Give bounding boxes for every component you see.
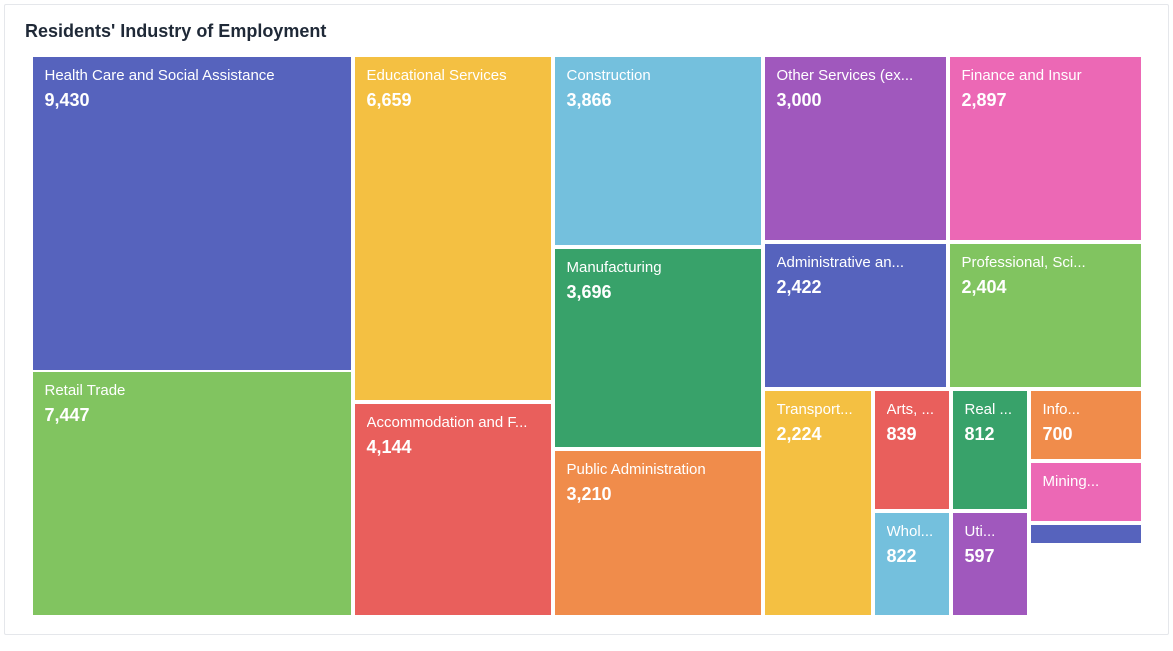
- tile-value: 597: [965, 547, 1015, 567]
- tile-value: 7,447: [45, 406, 339, 426]
- tile-label: Transport...: [777, 401, 859, 419]
- tile-value: 812: [965, 425, 1015, 445]
- tile-value: 3,866: [567, 91, 749, 111]
- tile-label: Educational Services: [367, 67, 539, 85]
- treemap-tile[interactable]: Transport... 2,224: [764, 390, 872, 616]
- tile-label: Construction: [567, 67, 749, 85]
- tile-value: 2,422: [777, 278, 934, 298]
- tile-value: 2,404: [962, 278, 1129, 298]
- tile-value: 9,430: [45, 91, 339, 111]
- tile-label: Manufacturing: [567, 259, 749, 277]
- tile-label: Health Care and Social Assistance: [45, 67, 339, 85]
- treemap-tile[interactable]: Construction 3,866: [554, 56, 762, 246]
- treemap-tile[interactable]: Other Services (ex... 3,000: [764, 56, 947, 241]
- tile-value: 3,210: [567, 485, 749, 505]
- tile-value: 4,144: [367, 438, 539, 458]
- treemap-tile[interactable]: Info... 700: [1030, 390, 1142, 460]
- tile-label: Real ...: [965, 401, 1015, 419]
- treemap-tile[interactable]: Manufacturing 3,696: [554, 248, 762, 448]
- chart-card: Residents' Industry of Employment Health…: [4, 4, 1169, 635]
- tile-label: Arts, ...: [887, 401, 937, 419]
- tile-value: 839: [887, 425, 937, 445]
- treemap-tile[interactable]: [1030, 546, 1142, 616]
- tile-value: 3,696: [567, 283, 749, 303]
- treemap-tile[interactable]: Uti... 597: [952, 512, 1028, 616]
- treemap-tile[interactable]: Whol... 822: [874, 512, 950, 616]
- tile-label: Accommodation and F...: [367, 414, 539, 432]
- tile-label: Uti...: [965, 523, 1015, 541]
- treemap-tile[interactable]: Finance and Insur 2,897: [949, 56, 1142, 241]
- tile-label: Administrative an...: [777, 254, 934, 272]
- treemap-tile[interactable]: Public Administration 3,210: [554, 450, 762, 616]
- treemap-tile[interactable]: Professional, Sci... 2,404: [949, 243, 1142, 388]
- tile-value: 700: [1043, 425, 1129, 445]
- tile-label: Public Administration: [567, 461, 749, 479]
- tile-label: Info...: [1043, 401, 1129, 419]
- treemap-tile[interactable]: Mining...: [1030, 462, 1142, 522]
- tile-value: 2,897: [962, 91, 1129, 111]
- tile-value: 2,224: [777, 425, 859, 445]
- tile-value: 6,659: [367, 91, 539, 111]
- tile-label: Professional, Sci...: [962, 254, 1129, 272]
- treemap-area: Health Care and Social Assistance 9,430 Re…: [32, 56, 1142, 616]
- treemap-tile[interactable]: Health Care and Social Assistance 9,430: [32, 56, 352, 371]
- treemap-tile[interactable]: Educational Services 6,659: [354, 56, 552, 401]
- treemap-tile[interactable]: Arts, ... 839: [874, 390, 950, 510]
- treemap-tile[interactable]: Administrative an... 2,422: [764, 243, 947, 388]
- chart-title: Residents' Industry of Employment: [25, 21, 1152, 42]
- tile-label: Other Services (ex...: [777, 67, 934, 85]
- treemap-tile[interactable]: Real ... 812: [952, 390, 1028, 510]
- tile-label: Mining...: [1043, 473, 1129, 491]
- tile-label: Finance and Insur: [962, 67, 1129, 85]
- treemap-tile[interactable]: Accommodation and F... 4,144: [354, 403, 552, 616]
- tile-value: 822: [887, 547, 937, 567]
- treemap-tile[interactable]: Retail Trade 7,447: [32, 371, 352, 616]
- tile-label: Retail Trade: [45, 382, 339, 400]
- tile-value: 3,000: [777, 91, 934, 111]
- tile-label: Whol...: [887, 523, 937, 541]
- treemap-tile[interactable]: [1030, 524, 1142, 544]
